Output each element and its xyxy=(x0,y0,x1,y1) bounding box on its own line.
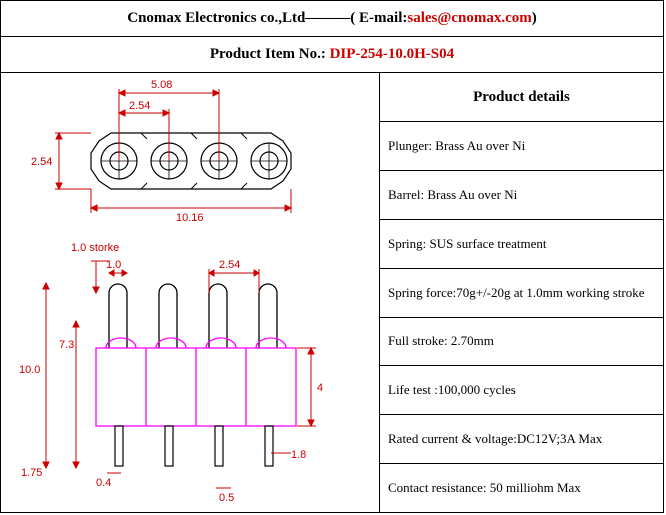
email-value: sales@cnomax.com xyxy=(407,10,531,27)
detail-row: Spring: SUS surface treatment xyxy=(380,220,663,269)
company-name: Cnomax Electronics co.,Ltd xyxy=(127,10,305,27)
detail-row: Rated current & voltage:DC12V;3A Max xyxy=(380,415,663,464)
drawing-area: 5.08 2.54 2.54 10.16 1.0 storke xyxy=(1,73,380,512)
dim-100: 10.0 xyxy=(19,364,40,376)
product-row: Product Item No.: DIP-254-10.0H-S04 xyxy=(1,37,663,73)
detail-row: Contact resistance: 50 milliohm Max xyxy=(380,464,663,512)
dim-254-top: 2.54 xyxy=(129,100,150,112)
detail-row: Life test :100,000 cycles xyxy=(380,366,663,415)
details-column: Product details Plunger: Brass Au over N… xyxy=(380,73,663,512)
product-number: DIP-254-10.0H-S04 xyxy=(330,46,455,63)
datasheet-frame: Cnomax Electronics co.,Ltd ——— ( E-mail:… xyxy=(0,0,664,513)
company-sep: ——— xyxy=(305,10,350,27)
dim-04: 0.4 xyxy=(96,477,111,489)
dim-10: 1.0 xyxy=(106,259,121,271)
dim-508: 5.08 xyxy=(151,79,172,91)
header-row: Cnomax Electronics co.,Ltd ——— ( E-mail:… xyxy=(1,1,663,37)
dim-1016: 10.16 xyxy=(176,212,204,224)
detail-row: Spring force:70g+/-20g at 1.0mm working … xyxy=(380,269,663,318)
dim-05: 0.5 xyxy=(219,492,234,504)
technical-drawing: 5.08 2.54 2.54 10.16 1.0 storke xyxy=(1,73,379,514)
body: 5.08 2.54 2.54 10.16 1.0 storke xyxy=(1,73,663,512)
detail-row: Full stroke: 2.70mm xyxy=(380,318,663,367)
detail-row: Barrel: Brass Au over Ni xyxy=(380,171,663,220)
dim-4: 4 xyxy=(317,382,323,394)
detail-row: Plunger: Brass Au over Ni xyxy=(380,122,663,171)
dim-18: 1.8 xyxy=(291,449,306,461)
email-close: ) xyxy=(532,10,537,27)
dim-254-side: 2.54 xyxy=(31,156,52,168)
stroke-label: 1.0 storke xyxy=(71,242,119,254)
email-label: ( E-mail: xyxy=(350,10,407,27)
product-label: Product Item No.: xyxy=(210,46,326,63)
dim-73: 7.3 xyxy=(59,339,74,351)
dim-254-pins: 2.54 xyxy=(219,259,240,271)
dim-175: 1.75 xyxy=(21,467,42,479)
details-title: Product details xyxy=(380,73,663,122)
